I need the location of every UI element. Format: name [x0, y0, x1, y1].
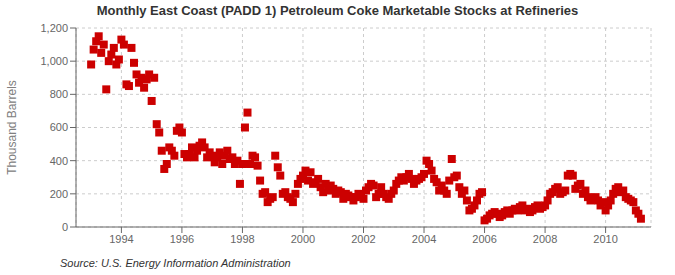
- svg-text:1,200: 1,200: [40, 22, 68, 34]
- svg-text:1994: 1994: [109, 233, 133, 245]
- svg-text:2008: 2008: [533, 233, 557, 245]
- svg-text:200: 200: [50, 188, 68, 200]
- svg-text:2004: 2004: [412, 233, 436, 245]
- svg-text:800: 800: [50, 88, 68, 100]
- svg-text:Thousand Barrels: Thousand Barrels: [8, 80, 19, 175]
- svg-text:0: 0: [62, 221, 68, 233]
- svg-text:1996: 1996: [170, 233, 194, 245]
- svg-text:1,000: 1,000: [40, 55, 68, 67]
- html-text:Monthly East Coast (PADD 1) Pe: Monthly East Coast (PADD 1) Petroleum Co…: [96, 3, 579, 18]
- svg-text:1998: 1998: [230, 233, 254, 245]
- html-text:Source: U.S. Energy Informatio: Source: U.S. Energy Information Administ…: [60, 257, 291, 269]
- svg-text:400: 400: [50, 155, 68, 167]
- svg-text:2000: 2000: [291, 233, 315, 245]
- svg-text:600: 600: [50, 121, 68, 133]
- svg-text:2002: 2002: [351, 233, 375, 245]
- svg-text:2010: 2010: [593, 233, 617, 245]
- svg-text:2006: 2006: [472, 233, 496, 245]
